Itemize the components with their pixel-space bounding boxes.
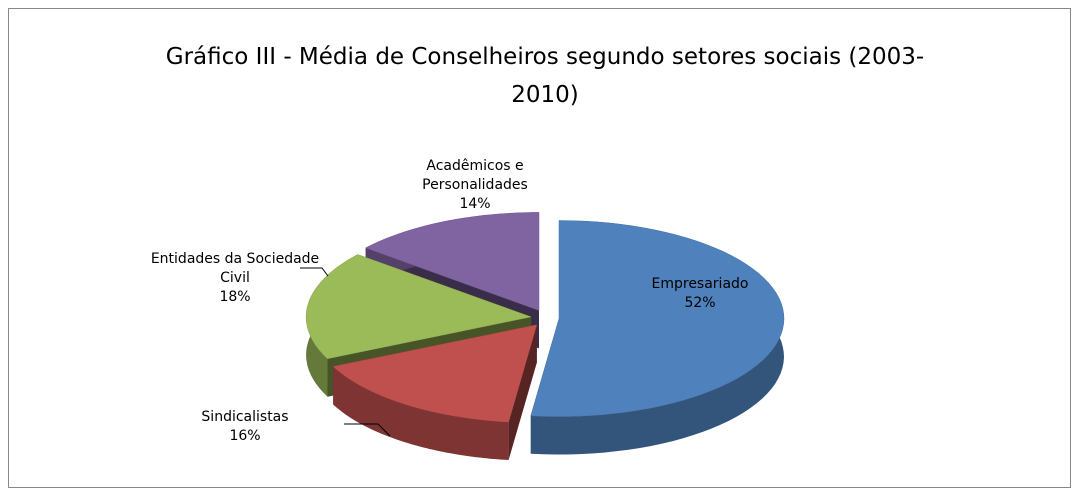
value-label: 52% xyxy=(684,295,716,311)
category-label: Acadêmicos e Personalidades xyxy=(422,158,528,193)
pie-slice xyxy=(332,324,538,423)
value-label: 16% xyxy=(229,428,261,444)
category-label: Entidades da Sociedade Civil xyxy=(150,251,320,286)
value-label: 18% xyxy=(219,289,251,305)
pie-slice xyxy=(305,254,533,359)
slice-label: Sindicalistas 16% xyxy=(185,408,305,446)
value-label: 14% xyxy=(459,196,491,212)
chart-title: Gráfico III - Média de Conselheiros segu… xyxy=(165,44,925,108)
category-label: Empresariado xyxy=(651,276,749,292)
category-label: Sindicalistas xyxy=(201,409,289,425)
pie-slice xyxy=(530,220,785,417)
leader-line xyxy=(300,267,329,277)
slice-label: Acadêmicos e Personalidades 14% xyxy=(395,157,555,214)
slice-label: Empresariado 52% xyxy=(610,275,790,313)
slice-label: Entidades da Sociedade Civil 18% xyxy=(150,250,320,307)
pie-slice xyxy=(365,212,540,311)
slice-side xyxy=(333,366,509,460)
chart-frame xyxy=(8,8,1071,488)
leader-line xyxy=(344,423,391,437)
